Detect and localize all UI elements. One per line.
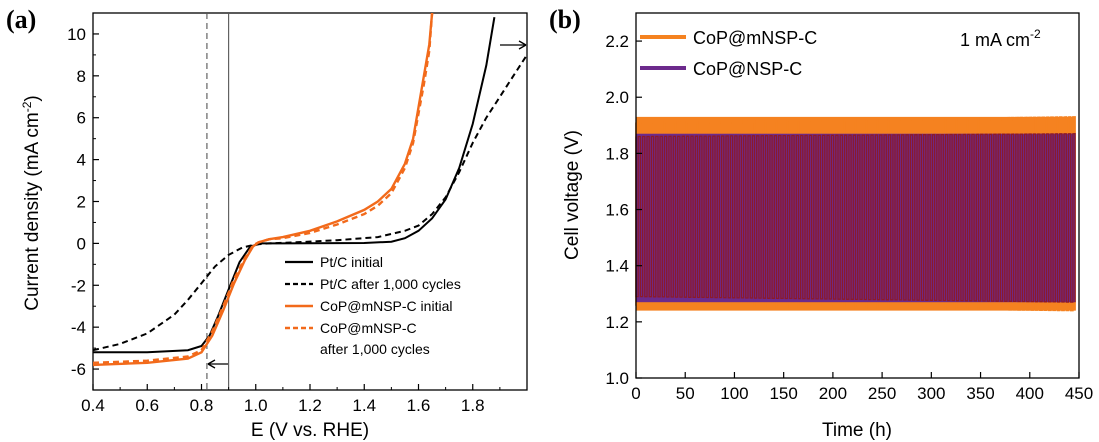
y-tick-label: 10: [67, 25, 86, 44]
legend-item-cop-mnsp: CoP@mNSP-C: [640, 28, 817, 48]
x-tick-label: 450: [1065, 384, 1093, 403]
y-axis-label: Current density (mA cm-2): [20, 95, 43, 311]
y-tick-label: 1.8: [605, 144, 629, 163]
legend-label: Pt/C after 1,000 cycles: [320, 276, 461, 292]
panel-b-label: (b): [549, 5, 581, 34]
x-tick-label: 1.2: [298, 396, 322, 415]
x-axis-label: E (V vs. RHE): [251, 420, 369, 441]
x-tick-label: 150: [769, 384, 797, 403]
y-tick-label: 1.4: [605, 257, 629, 276]
y-tick-label: 8: [77, 67, 86, 86]
right-arrow-annotation: [500, 40, 527, 50]
legend-label: CoP@NSP-C: [693, 59, 802, 79]
legend-item-pt-after: Pt/C after 1,000 cycles: [285, 276, 461, 292]
legend-item-cop-after: CoP@mNSP-C after 1,000 cycles: [285, 320, 430, 357]
x-tick-label: 1.6: [407, 396, 431, 415]
y-tick-label: -6: [71, 360, 86, 379]
panel-a-label: (a): [6, 5, 36, 34]
x-axis-label: Time (h): [822, 420, 892, 441]
x-tick-label: 350: [966, 384, 994, 403]
y-tick-label: 4: [77, 151, 86, 170]
y-tick-label: 2.2: [605, 32, 629, 51]
y-tick-label: 0: [77, 234, 86, 253]
series-line: [93, 13, 434, 367]
legend-label: CoP@mNSP-C: [320, 320, 417, 336]
panel-a-plot-frame: [92, 12, 528, 391]
x-tick-label: 1.8: [461, 396, 485, 415]
legend-item-cop-nsp: CoP@NSP-C: [640, 59, 802, 79]
x-tick-label: 250: [868, 384, 896, 403]
x-tick-label: 1.4: [352, 396, 376, 415]
legend-label-line2: after 1,000 cycles: [320, 341, 430, 357]
y-tick-label: -4: [71, 318, 86, 337]
series-group: [635, 116, 1076, 312]
panel-b: (b) 0 50 100 150 200 250 300 350 400 450 1.01.21.…: [549, 5, 1093, 441]
y-tick-label: -2: [71, 276, 86, 295]
current-density-annotation: 1 mA cm-2: [960, 27, 1041, 50]
y-tick-label: 2.0: [605, 88, 629, 107]
y-tick-label: 1.0: [605, 369, 629, 388]
legend-label: Pt/C initial: [320, 254, 383, 270]
x-tick-label: 0.6: [135, 396, 159, 415]
series-line: [635, 133, 1076, 303]
y-tick-label: 1.2: [605, 313, 629, 332]
left-arrow-annotation: [207, 359, 228, 369]
x-tick-label: 0.4: [81, 396, 105, 415]
series-line: [93, 13, 434, 364]
series-group: [93, 13, 527, 367]
y-tick-label: 6: [77, 109, 86, 128]
y-ticks: -6 -4 -2 0 2 4 6 8 10: [67, 25, 99, 379]
panel-b-plot-frame: [635, 12, 1080, 379]
legend-item-pt-initial: Pt/C initial: [285, 254, 383, 270]
panel-a: (a) 0.4 0.6 0.8 1.0 1.2 1.4 1.6 1.8 -6 -4 -2 0 2 4 6 8…: [6, 5, 528, 441]
x-tick-label: 50: [676, 384, 695, 403]
x-ticks: 0.4 0.6 0.8 1.0 1.2 1.4 1.6 1.8: [81, 384, 501, 415]
legend: Pt/C initial Pt/C after 1,000 cycles CoP…: [285, 254, 461, 357]
legend-item-cop-initial: CoP@mNSP-C initial: [285, 298, 452, 314]
y-tick-label: 2: [77, 193, 86, 212]
x-ticks: 0 50 100 150 200 250 300 350 400 450: [631, 372, 1093, 403]
series-line: [93, 54, 527, 352]
x-tick-label: 400: [1016, 384, 1044, 403]
legend: CoP@mNSP-C CoP@NSP-C: [640, 28, 817, 79]
series-line: [93, 17, 496, 354]
x-tick-label: 0.8: [190, 396, 214, 415]
y-axis-label: Cell voltage (V): [562, 130, 583, 260]
x-tick-label: 100: [720, 384, 748, 403]
y-tick-label: 1.6: [605, 201, 629, 220]
y-ticks: 1.0 1.2 1.4 1.6 1.8 2.0 2.2: [605, 32, 642, 388]
legend-label: CoP@mNSP-C: [693, 28, 817, 48]
x-tick-label: 0: [631, 384, 640, 403]
vertical-markers: [206, 13, 230, 390]
x-tick-label: 1.0: [244, 396, 268, 415]
x-tick-label: 200: [819, 384, 847, 403]
legend-label: CoP@mNSP-C initial: [320, 298, 452, 314]
x-tick-label: 300: [917, 384, 945, 403]
